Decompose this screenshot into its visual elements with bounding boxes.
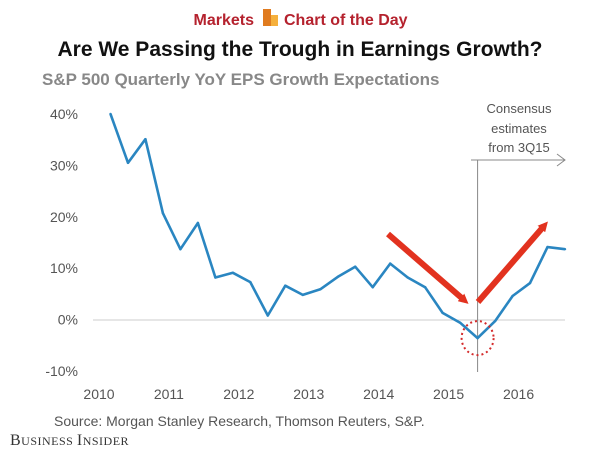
data-point [161,212,165,215]
consensus-label-line-2: estimates [491,121,547,136]
header-brand: Markets Chart of the Day [194,9,408,29]
data-point [196,221,200,225]
data-point [528,281,532,285]
chart-subtitle: S&P 500 Quarterly YoY EPS Growth Expecta… [42,70,439,89]
x-tick-label: 2015 [433,386,464,402]
x-tick-label: 2010 [83,386,114,402]
data-point [336,275,339,279]
data-point [284,284,287,287]
x-tick-label: 2016 [503,386,534,402]
down-trend-arrow [386,231,469,304]
data-point [441,311,444,315]
data-point [563,247,567,251]
data-point [179,247,182,251]
brand-markets: Markets [194,12,255,29]
y-tick-label: 30% [50,157,78,173]
x-tick-label: 2011 [154,386,184,402]
trough-marker-circle [460,320,495,357]
data-point [144,137,147,141]
chart-of-the-day-icon [263,9,278,26]
y-tick-label: 40% [50,106,78,122]
data-point [458,321,462,324]
consensus-arrow-head [556,153,566,167]
data-point [249,280,252,284]
x-tick-label: 2013 [293,386,324,402]
y-tick-label: 10% [50,260,78,276]
x-axis: 2010 2011 2012 2013 2014 2015 2016 [83,386,534,402]
y-tick-label: -10% [45,363,78,379]
brand-chart-of-the-day: Chart of the Day [284,12,408,29]
consensus-label-line-3: from 3Q15 [488,140,549,155]
data-point [423,286,427,289]
data-point [214,276,217,279]
data-point [301,293,304,297]
consensus-label-line-1: Consensus [486,101,552,116]
y-tick-label: 20% [50,209,78,225]
data-point [109,112,112,116]
data-point [493,319,497,323]
eps-growth-points [109,112,567,340]
y-axis: 40% 30% 20% 10% 0% -10% [45,106,78,379]
data-point [511,294,514,298]
data-point [319,288,322,291]
consensus-annotation: Consensus estimates from 3Q15 [471,101,566,372]
data-point [231,271,235,275]
data-point [266,314,270,317]
publisher-logo: BUSINESS INSIDER [10,432,129,449]
x-tick-label: 2012 [223,386,254,402]
y-tick-label: 0% [58,312,78,328]
data-point [354,265,357,268]
source-note: Source: Morgan Stanley Research, Thomson… [54,413,425,429]
data-point [371,286,374,289]
data-point [406,276,409,279]
x-tick-label: 2014 [363,386,394,402]
chart-title: Are We Passing the Trough in Earnings Gr… [58,38,543,61]
data-point [388,262,392,265]
data-point [126,161,130,165]
data-point [476,336,479,340]
up-trend-arrow [475,221,548,304]
data-point [546,245,549,249]
